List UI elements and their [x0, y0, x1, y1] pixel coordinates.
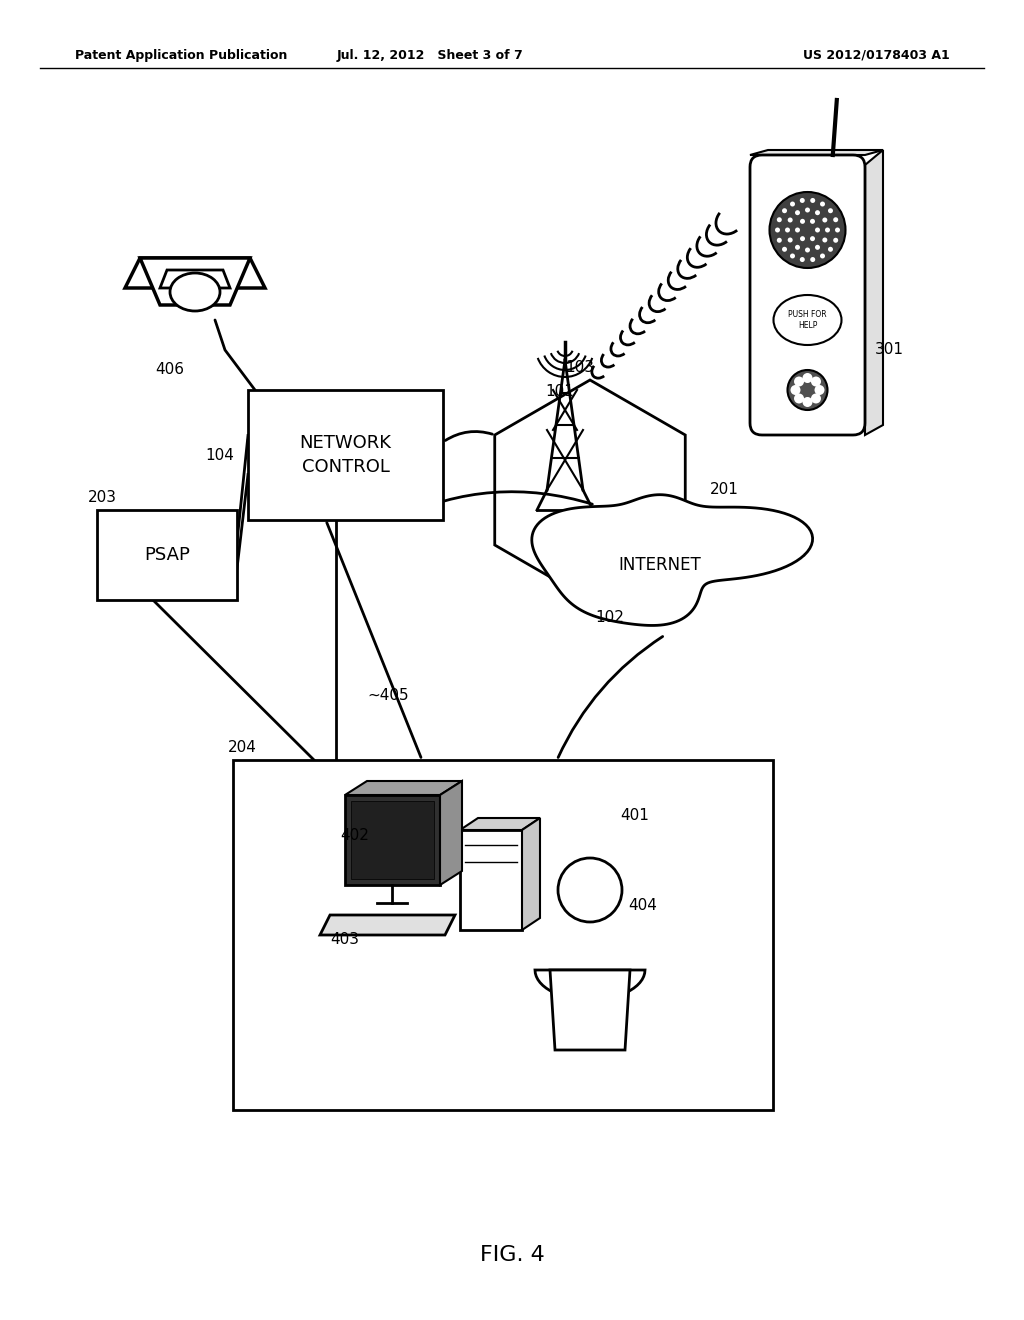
Text: 104: 104 [205, 447, 233, 462]
Ellipse shape [773, 294, 842, 345]
Circle shape [787, 370, 827, 411]
Polygon shape [160, 271, 230, 288]
Polygon shape [345, 781, 462, 795]
Text: 402: 402 [340, 828, 369, 842]
Bar [460, 830, 522, 931]
Circle shape [795, 210, 800, 215]
Polygon shape [140, 257, 250, 305]
Circle shape [828, 247, 833, 252]
FancyBboxPatch shape [750, 154, 865, 436]
Polygon shape [522, 818, 540, 931]
Polygon shape [535, 970, 645, 1001]
Text: FIG. 4: FIG. 4 [479, 1245, 545, 1265]
Bar [97, 510, 237, 601]
Circle shape [815, 227, 820, 232]
Circle shape [782, 247, 787, 252]
Circle shape [787, 218, 793, 223]
Text: US 2012/0178403 A1: US 2012/0178403 A1 [803, 49, 950, 62]
Text: 203: 203 [88, 491, 117, 506]
Text: Jul. 12, 2012   Sheet 3 of 7: Jul. 12, 2012 Sheet 3 of 7 [337, 49, 523, 62]
Text: 101: 101 [545, 384, 573, 400]
Circle shape [795, 227, 800, 232]
Text: 301: 301 [874, 342, 904, 358]
Circle shape [558, 858, 622, 921]
Text: 103: 103 [565, 360, 594, 375]
Circle shape [777, 238, 781, 243]
Circle shape [822, 238, 827, 243]
Text: PSAP: PSAP [144, 546, 189, 564]
Circle shape [787, 238, 793, 243]
Ellipse shape [170, 273, 220, 312]
Circle shape [811, 376, 821, 387]
Circle shape [794, 376, 804, 387]
Circle shape [810, 219, 815, 224]
Circle shape [835, 227, 840, 232]
Circle shape [782, 209, 787, 214]
Circle shape [800, 198, 805, 203]
Bar [351, 801, 434, 879]
Circle shape [814, 385, 824, 395]
Polygon shape [460, 818, 540, 830]
Circle shape [794, 393, 804, 404]
Text: 102: 102 [595, 610, 624, 626]
Text: 401: 401 [620, 808, 649, 822]
Circle shape [769, 191, 846, 268]
Circle shape [803, 374, 812, 383]
Text: 201: 201 [710, 483, 739, 498]
Text: PUSH FOR
HELP: PUSH FOR HELP [788, 310, 826, 330]
Polygon shape [125, 257, 265, 288]
Circle shape [834, 218, 839, 222]
Circle shape [810, 236, 815, 242]
Circle shape [811, 393, 821, 404]
Bar [345, 795, 440, 884]
Circle shape [775, 227, 780, 232]
Text: ~405: ~405 [367, 688, 409, 702]
Text: INTERNET: INTERNET [618, 556, 701, 574]
Circle shape [828, 209, 833, 214]
Circle shape [822, 218, 827, 223]
Circle shape [800, 219, 805, 224]
Circle shape [790, 202, 795, 206]
Polygon shape [319, 915, 455, 935]
Circle shape [815, 244, 820, 249]
Circle shape [820, 253, 825, 259]
Text: NETWORK
CONTROL: NETWORK CONTROL [299, 434, 391, 475]
Circle shape [785, 227, 790, 232]
Text: 403: 403 [330, 932, 359, 948]
Polygon shape [440, 781, 462, 884]
Polygon shape [531, 495, 813, 626]
Circle shape [805, 207, 810, 213]
Circle shape [815, 210, 820, 215]
Bar [233, 760, 773, 1110]
Text: 204: 204 [228, 741, 257, 755]
Circle shape [834, 238, 839, 243]
Circle shape [805, 248, 810, 252]
Polygon shape [550, 970, 630, 1049]
Circle shape [810, 198, 815, 203]
Text: 404: 404 [628, 898, 656, 912]
Circle shape [820, 202, 825, 206]
Circle shape [810, 257, 815, 263]
Circle shape [803, 397, 812, 407]
Circle shape [790, 253, 795, 259]
Circle shape [791, 385, 801, 395]
Bar [248, 389, 443, 520]
Text: Patent Application Publication: Patent Application Publication [75, 49, 288, 62]
Text: 406: 406 [155, 363, 184, 378]
Polygon shape [750, 150, 883, 154]
Circle shape [795, 244, 800, 249]
Circle shape [777, 218, 781, 222]
Polygon shape [865, 150, 883, 436]
Circle shape [825, 227, 830, 232]
Circle shape [800, 236, 805, 242]
Circle shape [800, 257, 805, 263]
